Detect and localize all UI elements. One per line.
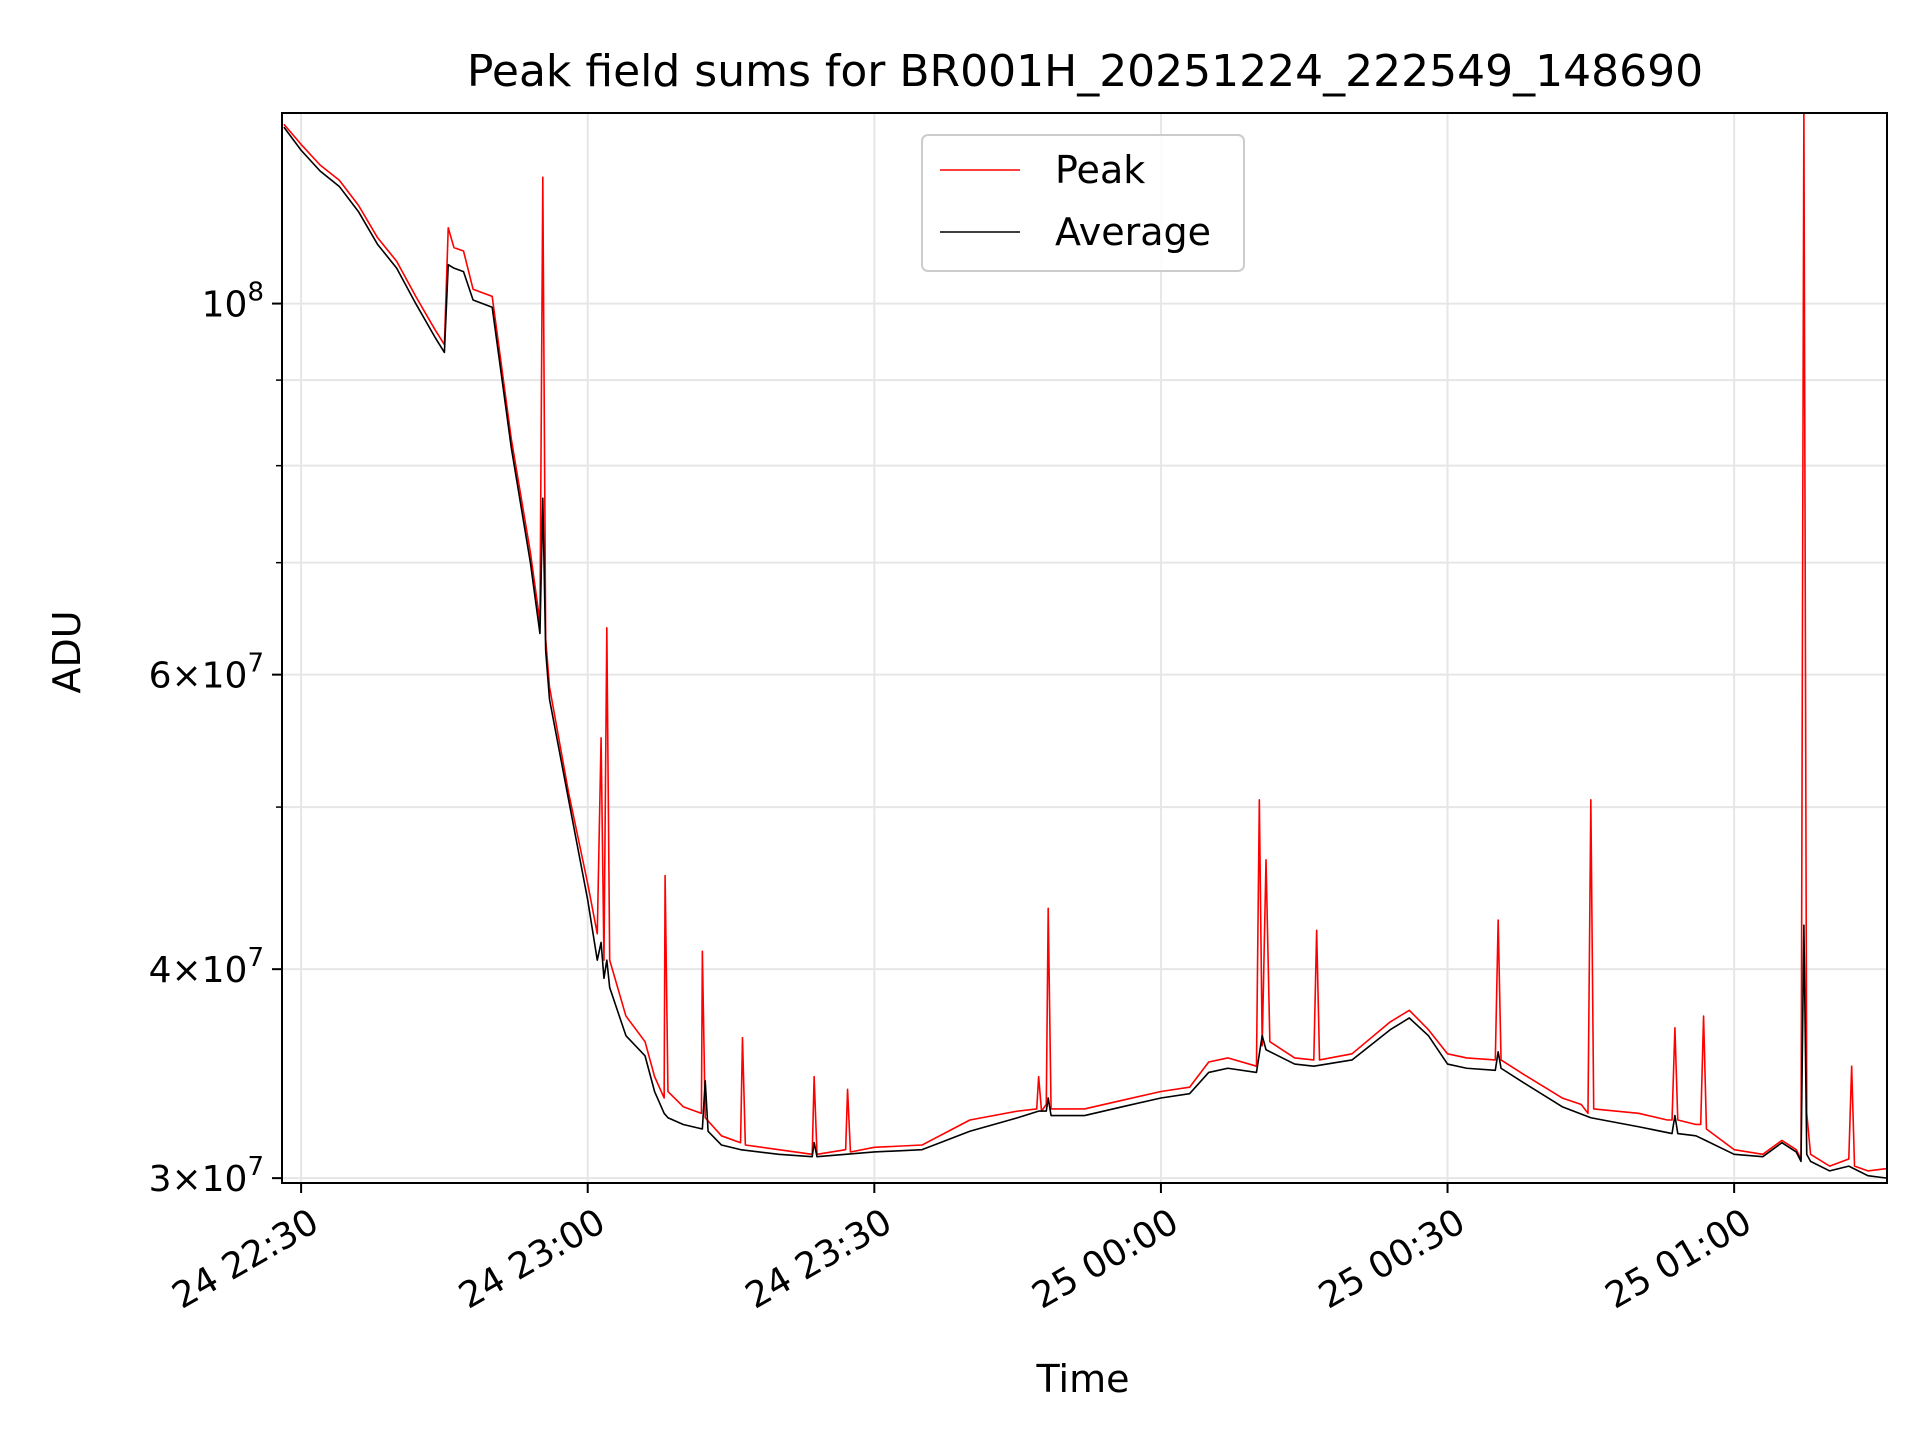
- y-tick-label: 108: [202, 278, 264, 326]
- chart-title: Peak field sums for BR001H_20251224_2225…: [467, 46, 1703, 97]
- series-line-average: [283, 126, 1887, 1179]
- y-tick-ten: 10: [202, 950, 248, 991]
- y-tick-exponent: 7: [247, 943, 264, 973]
- y-tick-exponent: 7: [247, 649, 264, 679]
- y-tick-base: 6: [149, 656, 172, 697]
- series-line-peak: [283, 113, 1887, 1172]
- legend: Peak Average: [921, 134, 1245, 272]
- y-tick-label: 6×107: [149, 649, 264, 697]
- y-tick-times: ×: [171, 950, 201, 991]
- legend-box: [921, 134, 1245, 272]
- legend-label-average: Average: [1055, 210, 1211, 254]
- y-axis-label: ADU: [45, 610, 89, 693]
- y-tick-ten: 10: [202, 285, 248, 326]
- y-tick-exponent: 8: [247, 278, 264, 308]
- grid: [282, 113, 1887, 1183]
- series-layer: [283, 113, 1887, 1179]
- legend-label-peak: Peak: [1055, 148, 1145, 192]
- y-tick-base: 3: [149, 1159, 172, 1200]
- y-tick-times: ×: [171, 1159, 201, 1200]
- y-tick-times: ×: [171, 656, 201, 697]
- plot-frame: [281, 112, 1888, 1184]
- y-tick-label: 3×107: [149, 1152, 264, 1200]
- y-tick-base: 4: [149, 950, 172, 991]
- y-tick-exponent: 7: [247, 1152, 264, 1182]
- y-tick-label: 4×107: [149, 943, 264, 991]
- y-tick-ten: 10: [202, 656, 248, 697]
- y-tick-ten: 10: [202, 1159, 248, 1200]
- x-axis-label: Time: [1036, 1357, 1130, 1401]
